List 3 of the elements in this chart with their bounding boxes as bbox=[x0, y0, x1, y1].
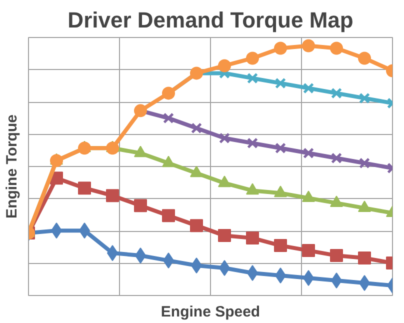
x-axis-title: Engine Speed bbox=[160, 304, 260, 320]
chart-title: Driver Demand Torque Map bbox=[68, 8, 354, 32]
y-axis-title: Engine Torque bbox=[4, 114, 20, 218]
